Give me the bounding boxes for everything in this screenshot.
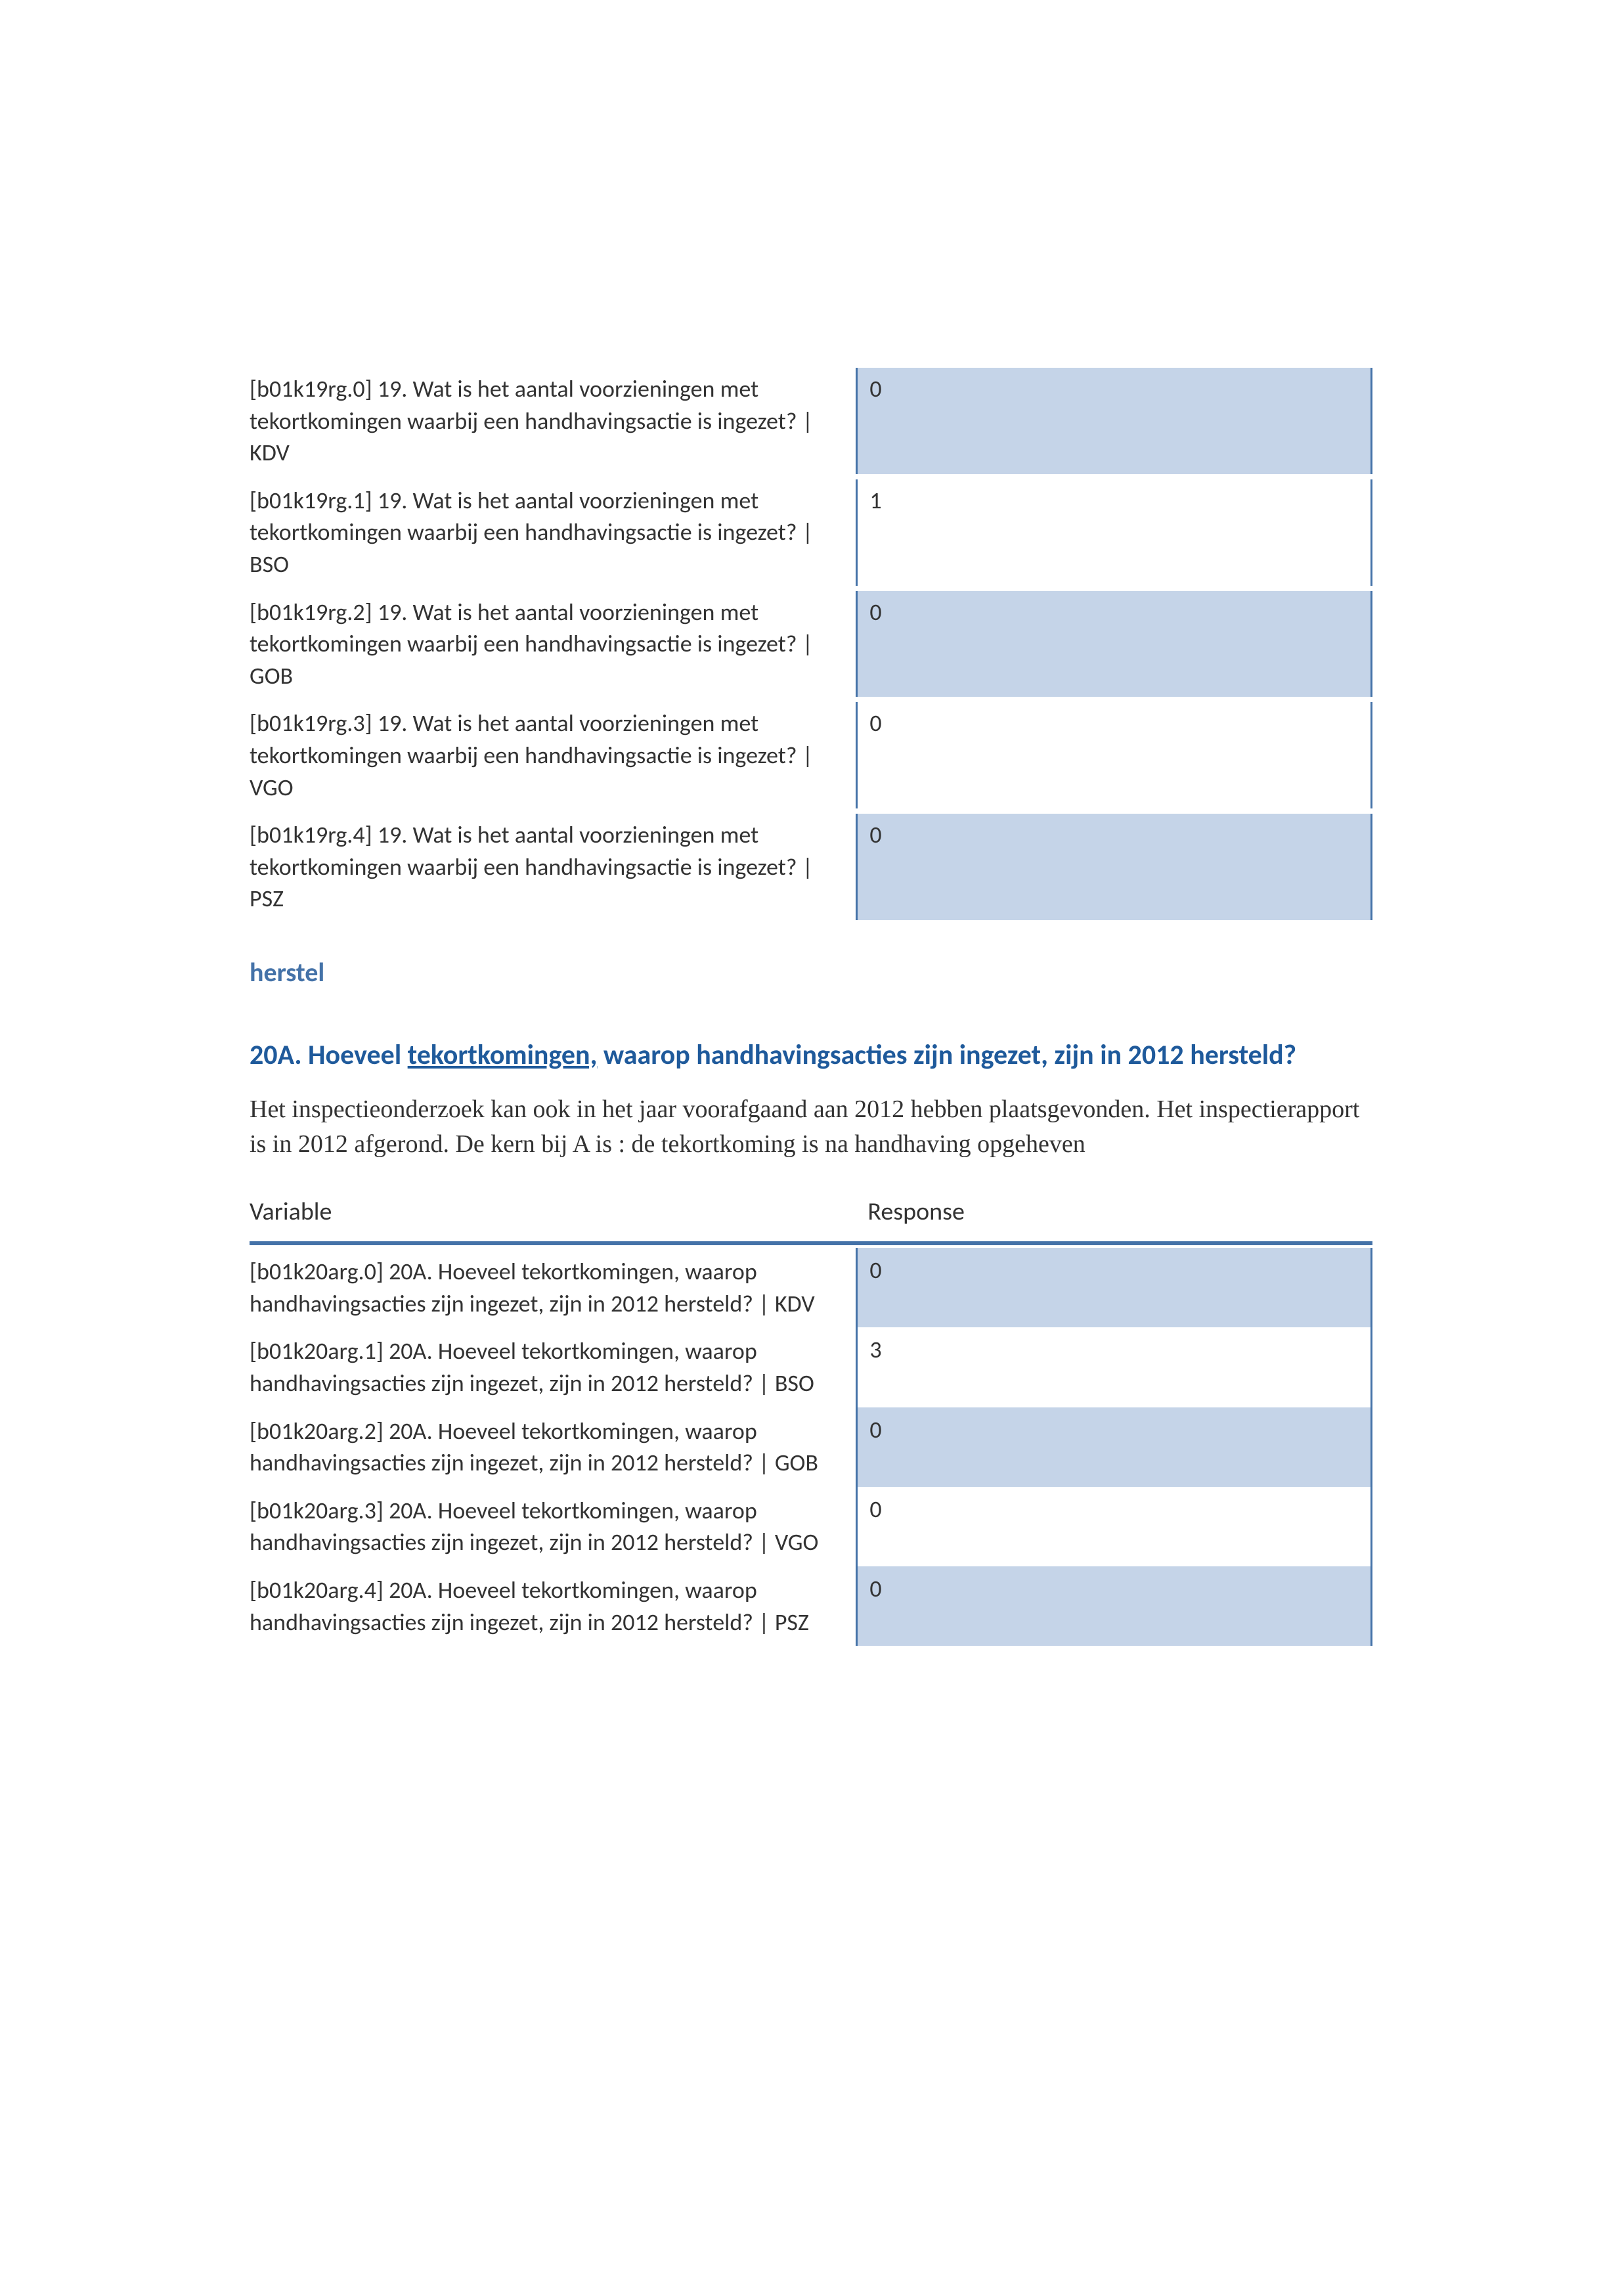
title-suffix: waarop handhavingsacties zijn ingezet, z… (597, 1038, 1296, 1072)
table-row: [b01k20arg.1] 20A. Hoeveel tekortkominge… (250, 1327, 1372, 1407)
variable-cell: [b01k19rg.3] 19. Wat is het aantal voorz… (250, 702, 856, 808)
table-row: [b01k20arg.3] 20A. Hoeveel tekortkominge… (250, 1487, 1372, 1566)
variable-cell: [b01k20arg.2] 20A. Hoeveel tekortkominge… (250, 1407, 856, 1487)
variable-cell: [b01k20arg.0] 20A. Hoeveel tekortkominge… (250, 1248, 856, 1327)
title-underlined: tekortkomingen, (408, 1038, 598, 1072)
table-row: [b01k19rg.1] 19. Wat is het aantal voorz… (250, 479, 1372, 586)
response-cell: 1 (856, 479, 1372, 586)
variable-cell: [b01k20arg.3] 20A. Hoeveel tekortkominge… (250, 1487, 856, 1566)
response-cell: 0 (856, 814, 1372, 920)
variable-cell: [b01k19rg.0] 19. Wat is het aantal voorz… (250, 368, 856, 474)
section-description: Het inspectieonderzoek kan ook in het ja… (250, 1092, 1372, 1162)
response-cell: 3 (856, 1327, 1372, 1407)
variable-cell: [b01k20arg.1] 20A. Hoeveel tekortkominge… (250, 1327, 856, 1407)
response-cell: 0 (856, 702, 1372, 808)
table-row: [b01k19rg.0] 19. Wat is het aantal voorz… (250, 368, 1372, 474)
response-cell: 0 (856, 368, 1372, 474)
response-cell: 0 (856, 591, 1372, 697)
variable-cell: [b01k19rg.1] 19. Wat is het aantal voorz… (250, 479, 856, 586)
title-prefix: 20A. Hoeveel (250, 1038, 408, 1072)
table-row: [b01k20arg.4] 20A. Hoeveel tekortkominge… (250, 1566, 1372, 1646)
header-response: Response (856, 1191, 1372, 1232)
table-row: [b01k20arg.0] 20A. Hoeveel tekortkominge… (250, 1248, 1372, 1327)
table-2: Variable Response [b01k20arg.0] 20A. Hoe… (250, 1191, 1372, 1646)
table-row: [b01k20arg.2] 20A. Hoeveel tekortkominge… (250, 1407, 1372, 1487)
response-cell: 0 (856, 1407, 1372, 1487)
table-1: [b01k19rg.0] 19. Wat is het aantal voorz… (250, 368, 1372, 920)
table-row: [b01k19rg.2] 19. Wat is het aantal voorz… (250, 591, 1372, 697)
response-cell: 0 (856, 1566, 1372, 1646)
variable-cell: [b01k19rg.4] 19. Wat is het aantal voorz… (250, 814, 856, 920)
response-cell: 0 (856, 1487, 1372, 1566)
table-divider (250, 1241, 1372, 1245)
table-row: [b01k19rg.3] 19. Wat is het aantal voorz… (250, 702, 1372, 808)
table-header: Variable Response (250, 1191, 1372, 1239)
section-title: 20A. Hoeveel tekortkomingen, waarop hand… (250, 1034, 1372, 1076)
variable-cell: [b01k20arg.4] 20A. Hoeveel tekortkominge… (250, 1566, 856, 1646)
section-heading: herstel (250, 956, 1372, 988)
document-content: [b01k19rg.0] 19. Wat is het aantal voorz… (250, 368, 1372, 1646)
variable-cell: [b01k19rg.2] 19. Wat is het aantal voorz… (250, 591, 856, 697)
header-variable: Variable (250, 1191, 856, 1232)
table-row: [b01k19rg.4] 19. Wat is het aantal voorz… (250, 814, 1372, 920)
response-cell: 0 (856, 1248, 1372, 1327)
